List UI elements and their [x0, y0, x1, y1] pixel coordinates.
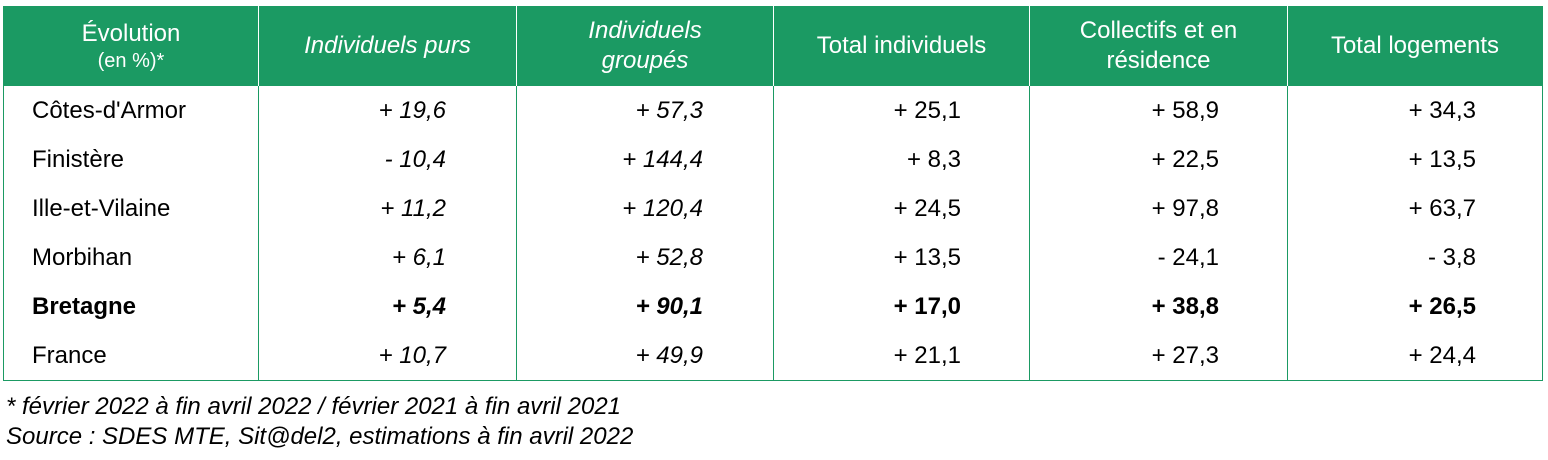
header-evolution: Évolution (en %)*: [3, 6, 259, 86]
cell-individuels-purs: + 11,2: [258, 184, 517, 233]
cell-individuels-groupes: + 90,1: [516, 282, 774, 331]
cell-individuels-purs: - 10,4: [258, 135, 517, 184]
cell-total-individuels: + 17,0: [773, 282, 1030, 331]
cell-total-individuels: + 8,3: [773, 135, 1030, 184]
source-note: Source : SDES MTE, Sit@del2, estimations…: [6, 423, 634, 450]
table-row: Côtes-d'Armor + 19,6 + 57,3 + 25,1 + 58,…: [4, 86, 1543, 135]
period-footnote: * février 2022 à fin avril 2022 / févrie…: [6, 393, 622, 420]
row-label: Côtes-d'Armor: [32, 96, 186, 124]
cell-collectifs: + 27,3: [1029, 331, 1288, 381]
header-individuels-groupes-line1: Individuels: [588, 17, 702, 44]
cell-individuels-groupes: + 52,8: [516, 233, 774, 282]
row-label: Ille-et-Vilaine: [32, 194, 171, 222]
header-collectifs: Collectifs et en résidence: [1029, 6, 1288, 86]
cell-total-individuels: + 13,5: [773, 233, 1030, 282]
table-row: Ille-et-Vilaine + 11,2 + 120,4 + 24,5 + …: [4, 184, 1543, 233]
cell-individuels-purs: + 5,4: [258, 282, 517, 331]
cell-total-logements: + 34,3: [1287, 86, 1543, 135]
header-individuels-groupes-line2: groupés: [601, 47, 689, 74]
cell-total-logements: + 24,4: [1287, 331, 1543, 381]
table-header: Évolution (en %)* Individuels purs Indiv…: [3, 6, 1543, 86]
cell-individuels-purs: + 10,7: [258, 331, 517, 381]
cell-total-logements: + 13,5: [1287, 135, 1543, 184]
header-individuels-groupes: Individuels groupés: [516, 6, 774, 86]
cell-individuels-purs: + 19,6: [258, 86, 517, 135]
cell-total-logements: - 3,8: [1287, 233, 1543, 282]
header-total-individuels: Total individuels: [773, 6, 1030, 86]
row-label: Finistère: [32, 145, 125, 173]
header-collectifs-line1: Collectifs et en: [1079, 17, 1238, 44]
header-row: Évolution (en %)* Individuels purs Indiv…: [3, 6, 1543, 86]
header-individuels-purs: Individuels purs: [258, 6, 517, 86]
row-label: Bretagne: [32, 292, 137, 320]
cell-total-logements: + 26,5: [1287, 282, 1543, 331]
cell-individuels-groupes: + 57,3: [516, 86, 774, 135]
housing-evolution-table: Évolution (en %)* Individuels purs Indiv…: [3, 6, 1543, 381]
row-label: France: [32, 341, 107, 369]
cell-collectifs: + 38,8: [1029, 282, 1288, 331]
cell-collectifs: - 24,1: [1029, 233, 1288, 282]
cell-total-logements: + 63,7: [1287, 184, 1543, 233]
cell-total-individuels: + 24,5: [773, 184, 1030, 233]
table-row-region-total: Bretagne + 5,4 + 90,1 + 17,0 + 38,8 + 26…: [4, 282, 1543, 331]
header-evolution-title: Évolution: [81, 20, 181, 47]
cell-individuels-groupes: + 49,9: [516, 331, 774, 381]
cell-collectifs: + 97,8: [1029, 184, 1288, 233]
cell-individuels-groupes: + 144,4: [516, 135, 774, 184]
cell-total-individuels: + 21,1: [773, 331, 1030, 381]
table-row: Finistère - 10,4 + 144,4 + 8,3 + 22,5 + …: [4, 135, 1543, 184]
housing-evolution-table-wrap: Évolution (en %)* Individuels purs Indiv…: [3, 6, 1543, 381]
row-label: Morbihan: [32, 243, 133, 271]
table-body: Côtes-d'Armor + 19,6 + 57,3 + 25,1 + 58,…: [4, 86, 1543, 381]
cell-collectifs: + 22,5: [1029, 135, 1288, 184]
header-total-logements: Total logements: [1287, 6, 1543, 86]
table-notes: * février 2022 à fin avril 2022 / févrie…: [6, 392, 633, 452]
cell-individuels-purs: + 6,1: [258, 233, 517, 282]
table-row: Morbihan + 6,1 + 52,8 + 13,5 - 24,1 - 3,…: [4, 233, 1543, 282]
cell-individuels-groupes: + 120,4: [516, 184, 774, 233]
table-row: France + 10,7 + 49,9 + 21,1 + 27,3 + 24,…: [4, 331, 1543, 381]
header-collectifs-line2: résidence: [1106, 47, 1211, 74]
cell-collectifs: + 58,9: [1029, 86, 1288, 135]
cell-total-individuels: + 25,1: [773, 86, 1030, 135]
header-evolution-unit: (en %)*: [97, 50, 165, 72]
